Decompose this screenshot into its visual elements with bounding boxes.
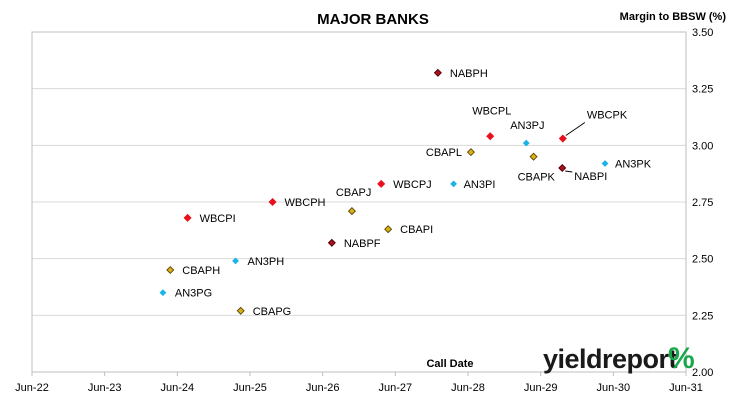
point-cbapl	[466, 148, 475, 157]
point-nabph	[433, 68, 442, 77]
label-an3pg: AN3PG	[175, 288, 212, 300]
x-tick-Jun-23: Jun-23	[88, 382, 122, 394]
label-wbcpl: WBCPL	[472, 105, 511, 117]
label-nabpf: NABPF	[344, 238, 381, 250]
y-tick-labels: 2.00 2.25 2.50 2.75 3.00 3.25 3.50	[692, 27, 713, 379]
y-tick-2.25: 2.25	[692, 310, 713, 322]
label-cbapi: CBAPI	[400, 224, 433, 236]
point-cbapi	[384, 225, 393, 234]
label-nabpi: NABPI	[574, 171, 607, 183]
x-tick-Jun-27: Jun-27	[379, 382, 413, 394]
leader-nabpi	[565, 170, 573, 173]
y-tick-2.50: 2.50	[692, 254, 713, 266]
label-cbaph: CBAPH	[182, 265, 220, 277]
label-wbcpj: WBCPJ	[393, 179, 432, 191]
label-wbcpk: WBCPK	[587, 110, 628, 122]
point-wbcph	[268, 197, 277, 207]
label-wbcpi: WBCPI	[200, 213, 236, 225]
chart-title: MAJOR BANKS	[317, 11, 429, 28]
y-tick-3.50: 3.50	[692, 27, 713, 39]
point-an3pg	[159, 289, 167, 297]
grid-lines	[32, 31, 686, 373]
point-an3pj	[522, 139, 530, 147]
x-tick-Jun-26: Jun-26	[306, 382, 340, 394]
x-tick-labels: Jun-22 Jun-23 Jun-24 Jun-25 Jun-26 Jun-27 Jun-…	[15, 372, 703, 394]
yieldreport-logo: yieldreport %	[543, 342, 695, 375]
y-tick-2.75: 2.75	[692, 197, 713, 209]
label-nabph: NABPH	[450, 68, 488, 80]
label-an3ph: AN3PH	[248, 256, 285, 268]
logo-percent-icon: %	[668, 342, 695, 375]
x-tick-Jun-24: Jun-24	[161, 382, 195, 394]
label-wbcph: WBCPH	[285, 197, 326, 209]
label-cbapj: CBAPJ	[336, 187, 371, 199]
leader-wbcpk	[565, 122, 586, 136]
x-tick-Jun-22: Jun-22	[15, 382, 49, 394]
x-tick-Jun-31: Jun-31	[669, 382, 703, 394]
point-wbcpl	[486, 132, 495, 141]
label-cbapl: CBAPL	[426, 147, 462, 159]
label-cbapk: CBAPK	[518, 172, 556, 184]
label-an3pj: AN3PJ	[510, 120, 544, 132]
point-cbaph	[166, 265, 175, 275]
point-cbapj	[347, 207, 356, 216]
label-an3pk: AN3PK	[615, 158, 652, 170]
y-axis-label: Margin to BBSW (%)	[620, 11, 727, 23]
y-tick-2.00: 2.00	[692, 367, 713, 379]
point-an3ph	[232, 257, 239, 265]
x-axis-label: Call Date	[426, 358, 473, 370]
y-tick-3.00: 3.00	[692, 140, 713, 152]
point-wbcpi	[183, 213, 192, 222]
point-cbapk	[529, 152, 538, 161]
leader-lines	[565, 122, 586, 173]
point-wbcpj	[377, 179, 386, 188]
data-points	[159, 68, 609, 315]
x-tick-Jun-25: Jun-25	[233, 382, 267, 394]
logo-text: yieldreport	[543, 344, 678, 374]
x-tick-Jun-29: Jun-29	[524, 382, 558, 394]
point-cbapg	[236, 306, 245, 315]
x-tick-Jun-28: Jun-28	[451, 382, 485, 394]
label-cbapg: CBAPG	[253, 306, 292, 318]
point-an3pi	[450, 180, 458, 188]
point-labels: NABPH WBCPL AN3PJ WBCPK CBAPL CBAPK NABPI AN3PK…	[175, 68, 652, 318]
point-nabpi	[558, 163, 567, 173]
point-wbcpk	[558, 134, 567, 143]
point-nabpf	[327, 238, 336, 247]
label-an3pi: AN3PI	[464, 179, 496, 191]
y-tick-3.25: 3.25	[692, 84, 713, 96]
plot-frame	[31, 31, 687, 373]
x-tick-Jun-30: Jun-30	[597, 382, 631, 394]
point-an3pk	[601, 160, 609, 167]
